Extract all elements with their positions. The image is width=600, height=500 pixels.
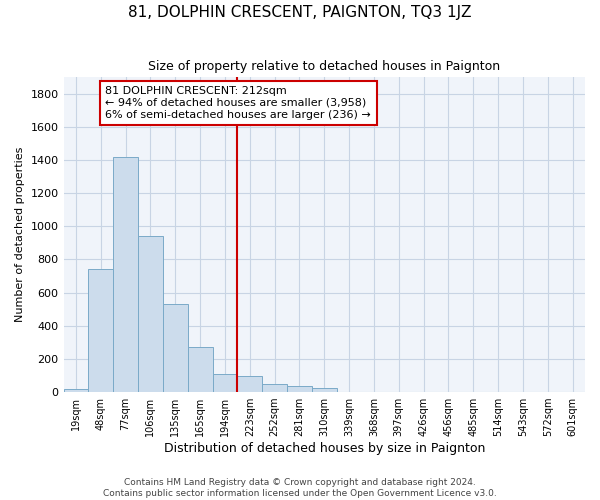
Bar xyxy=(138,236,163,392)
Bar xyxy=(287,386,312,392)
Bar xyxy=(262,384,287,392)
Bar xyxy=(238,376,262,392)
Text: 81, DOLPHIN CRESCENT, PAIGNTON, TQ3 1JZ: 81, DOLPHIN CRESCENT, PAIGNTON, TQ3 1JZ xyxy=(128,5,472,20)
Bar xyxy=(312,388,337,392)
Bar xyxy=(113,156,138,392)
Bar xyxy=(163,304,188,392)
Bar xyxy=(64,389,88,392)
Bar xyxy=(212,374,238,392)
Title: Size of property relative to detached houses in Paignton: Size of property relative to detached ho… xyxy=(148,60,500,73)
Text: 81 DOLPHIN CRESCENT: 212sqm
← 94% of detached houses are smaller (3,958)
6% of s: 81 DOLPHIN CRESCENT: 212sqm ← 94% of det… xyxy=(105,86,371,120)
Bar xyxy=(88,270,113,392)
Y-axis label: Number of detached properties: Number of detached properties xyxy=(15,147,25,322)
Bar xyxy=(188,348,212,392)
Text: Contains HM Land Registry data © Crown copyright and database right 2024.
Contai: Contains HM Land Registry data © Crown c… xyxy=(103,478,497,498)
X-axis label: Distribution of detached houses by size in Paignton: Distribution of detached houses by size … xyxy=(164,442,485,455)
